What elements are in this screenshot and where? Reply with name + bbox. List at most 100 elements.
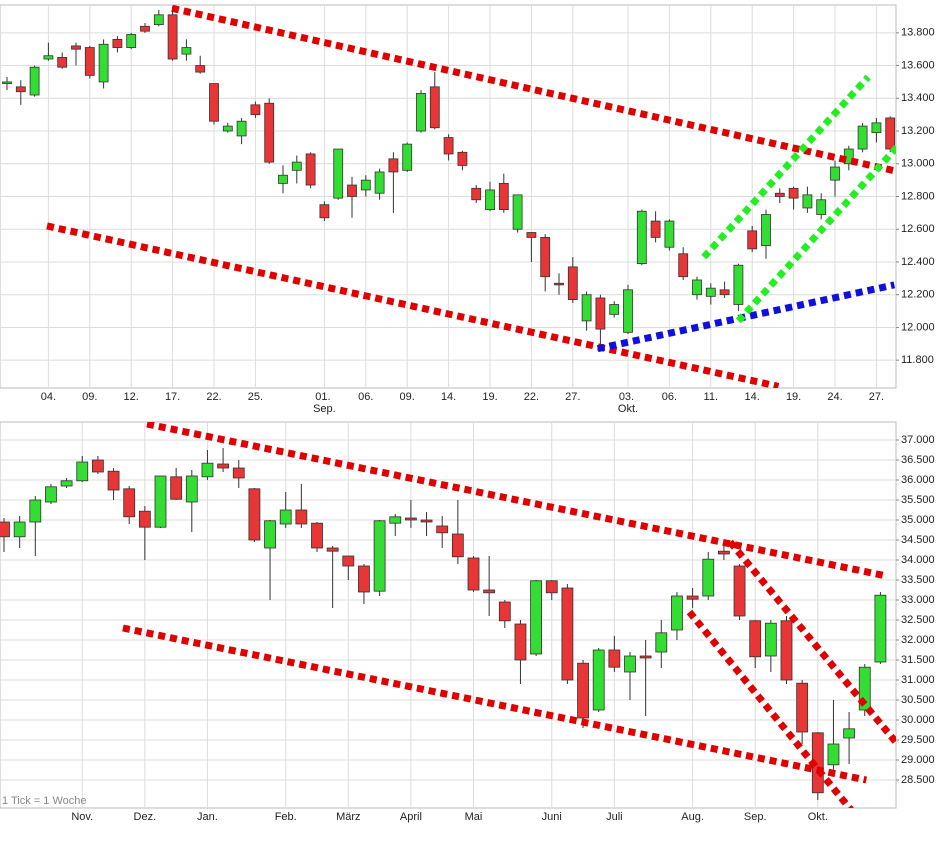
candle-body (126, 34, 137, 48)
y-tick-label: 29.500 (901, 734, 935, 746)
candle-body (291, 161, 302, 171)
candle-body (512, 194, 523, 230)
candle-body (43, 55, 54, 60)
candle-body (609, 304, 620, 315)
y-tick-label: 31.500 (901, 654, 935, 666)
y-tick-label: 12.600 (901, 223, 935, 235)
candle-body (15, 86, 26, 93)
candle-body (429, 86, 440, 129)
y-tick-label: 30.500 (901, 694, 935, 706)
candle-body (718, 550, 730, 555)
x-tick-label: März (336, 811, 360, 823)
candle-body (264, 520, 276, 549)
y-tick-label: 28.500 (901, 774, 935, 786)
candle-body (567, 266, 578, 301)
y-tick-label: 12.800 (901, 190, 935, 202)
candle-body (29, 66, 40, 96)
candles (2, 5, 896, 388)
x-tick-label: Juni (542, 811, 562, 823)
candle-body (181, 47, 192, 55)
x-tick-label: 11. (704, 391, 718, 403)
candle-body (686, 595, 699, 600)
candle-body (761, 214, 771, 247)
candle-body (733, 565, 746, 617)
trendline (146, 422, 888, 580)
trendline (735, 143, 896, 324)
candle-body (92, 459, 104, 473)
candle-body (13, 521, 26, 538)
x-tick-label: Jan. (197, 811, 218, 823)
candle-body (250, 104, 261, 116)
x-tick-label: 06. (358, 391, 373, 403)
candle-body (830, 166, 840, 181)
candle-body (84, 47, 95, 76)
candle-body (71, 45, 81, 50)
y-tick-label: 32.000 (901, 634, 935, 646)
candle-body (347, 184, 357, 197)
candle-body (540, 237, 551, 278)
candle-body (671, 595, 683, 631)
candle-body (678, 253, 689, 278)
candle-body (76, 461, 89, 482)
candle-body (485, 189, 495, 210)
y-tick-label: 33.500 (901, 574, 935, 586)
x-tick-label: 14. (745, 391, 760, 403)
x-tick-label: Juli (606, 811, 623, 823)
candle-body (140, 25, 150, 32)
x-tick-label: 19. (482, 391, 497, 403)
y-tick-label: 13.600 (901, 59, 935, 71)
candle-body (112, 38, 123, 48)
candle-body (530, 580, 542, 655)
trendline (596, 281, 896, 353)
y-tick-label: 36.000 (901, 474, 935, 486)
candle-body (554, 282, 564, 286)
candle-body (545, 580, 558, 594)
candle-body (858, 666, 871, 711)
candle-body (236, 120, 247, 137)
candle-body (342, 555, 355, 567)
candle-body (624, 655, 636, 673)
candle-body (514, 623, 527, 661)
candle-body (185, 475, 198, 503)
y-tick-label: 36.500 (901, 454, 935, 466)
candle-body (333, 148, 344, 199)
candle-body (217, 463, 230, 469)
x-tick-label: 24. (827, 391, 842, 403)
candle-body (498, 601, 511, 622)
y-tick-label: 11.800 (901, 354, 934, 366)
y-tick-label: 31.000 (901, 674, 935, 686)
candle-body (664, 220, 675, 248)
candle-body (692, 279, 702, 296)
x-tick-label: April (400, 811, 422, 823)
x-tick-label: 01. Sep. (313, 391, 336, 415)
candle-body (764, 622, 777, 657)
y-tick-label: 13.800 (901, 27, 935, 39)
candle-body (123, 488, 136, 518)
candle-body (138, 510, 151, 528)
x-tick-label: 25. (248, 391, 263, 403)
plot-area (0, 421, 897, 809)
y-tick-label: 34.000 (901, 554, 935, 566)
candle-body (420, 519, 433, 523)
x-tick-label: 22. (206, 391, 221, 403)
trendline (46, 222, 780, 388)
candle-body (29, 499, 42, 523)
candle-body (796, 682, 809, 733)
y-tick-label: 13.400 (901, 92, 935, 104)
candle-body (170, 476, 183, 500)
y-tick-label: 13.000 (901, 158, 935, 170)
candle-body (816, 199, 827, 215)
candle-body (733, 264, 744, 305)
candle-body (278, 174, 288, 184)
candle-body (802, 194, 813, 209)
candle-body (389, 516, 402, 524)
candle-body (60, 480, 73, 487)
x-tick-label: 04. (41, 391, 56, 403)
candle-body (581, 294, 592, 322)
y-tick-label: 12.200 (901, 289, 935, 301)
candle-body (45, 486, 57, 503)
candle-body (222, 125, 233, 132)
candle-body (639, 655, 652, 659)
x-tick-label: 12. (124, 391, 139, 403)
candle-body (719, 289, 730, 296)
